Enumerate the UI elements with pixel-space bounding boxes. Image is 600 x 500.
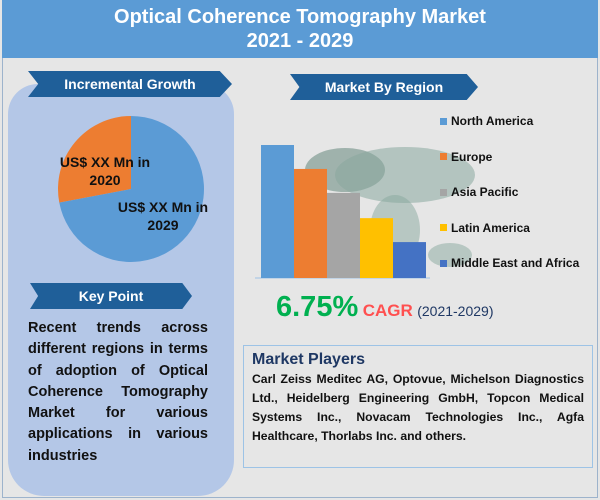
bar-middle-east-and-africa [393,242,426,278]
key-point-ribbon: Key Point [30,283,192,309]
legend-swatch [440,117,447,125]
legend-item: Asia Pacific [440,185,518,199]
legend-label: Europe [451,149,493,164]
legend-swatch [440,153,447,160]
legend-item: Middle East and Africa [440,256,579,270]
key-point-text: Recent trends across different regions i… [28,320,208,464]
bar-latin-america [360,218,393,278]
legend-label: Middle East and Africa [451,256,580,270]
header: Optical Coherence Tomography Market 2021… [2,0,598,58]
pie-slice-2029 [59,116,205,262]
title-line2: 2021 - 2029 [246,30,354,52]
cagr-display: 6.75% CAGR (2021-2029) [276,291,493,324]
market-players-heading: Market Players [252,351,365,368]
incremental-growth-ribbon: Incremental Growth [28,71,232,97]
pie-slice-2020 [57,116,131,203]
pie-chart [57,116,205,262]
market-by-region-ribbon: Market By Region [290,74,478,100]
bar-north-america [261,145,294,278]
legend-label: North America [451,114,534,128]
title-line1: Optical Coherence Tomography Market [114,6,486,28]
bar-europe [294,168,327,278]
cagr-value: 6.75% [276,291,359,323]
legend-label: Latin America [451,220,530,235]
legend-label: Asia Pacific [451,185,519,199]
cagr-label: CAGR [362,301,413,320]
pie-label-2029: US$ XX Mn in 2029 [117,199,209,233]
legend-swatch [440,259,447,267]
market-players-text: Carl Zeiss Meditec AG, Optovue, Michelso… [252,372,584,443]
legend-item: North America [440,114,533,128]
legend-swatch [440,188,447,196]
cagr-period: (2021-2029) [417,303,494,319]
bar-asia-pacific [327,192,360,278]
market-players-box: Market Players Carl Zeiss Meditec AG, Op… [243,345,593,468]
region-bar-chart [255,145,430,279]
legend-item: Europe [440,150,492,164]
pie-label-2020: US$ XX Mn in 2020 [59,154,151,188]
legend-swatch [440,224,447,231]
legend-item: Latin America [440,221,530,235]
